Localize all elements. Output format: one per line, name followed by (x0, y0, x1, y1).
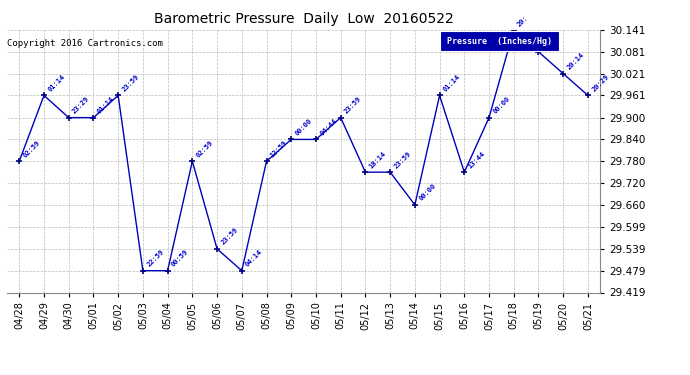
Text: 01:14: 01:14 (47, 74, 66, 93)
Text: 23:14: 23:14 (541, 30, 560, 49)
Text: 04:14: 04:14 (244, 249, 264, 268)
Text: 00:59: 00:59 (170, 249, 190, 268)
Text: 23:59: 23:59 (121, 74, 140, 93)
Text: 02:59: 02:59 (22, 139, 41, 159)
Text: Copyright 2016 Cartronics.com: Copyright 2016 Cartronics.com (7, 39, 163, 48)
Text: 01:14: 01:14 (96, 96, 115, 115)
Text: 02:59: 02:59 (195, 139, 215, 159)
Text: 18:14: 18:14 (368, 150, 388, 170)
Text: 00:00: 00:00 (492, 96, 511, 115)
Text: 23:29: 23:29 (72, 96, 91, 115)
Text: 20:29: 20:29 (591, 74, 610, 93)
Text: 23:59: 23:59 (220, 227, 239, 246)
Text: 00:00: 00:00 (417, 183, 437, 202)
Text: 20:14: 20:14 (566, 52, 585, 71)
Text: 13:44: 13:44 (467, 150, 486, 170)
Text: 00:00: 00:00 (294, 117, 313, 136)
Text: 23:59: 23:59 (393, 150, 412, 170)
Text: 04:44: 04:44 (319, 117, 338, 136)
Text: 22:59: 22:59 (146, 249, 165, 268)
Text: 23:59: 23:59 (344, 96, 363, 115)
Text: 20:: 20: (517, 14, 530, 27)
Text: 12:59: 12:59 (269, 139, 288, 159)
Title: Barometric Pressure  Daily  Low  20160522: Barometric Pressure Daily Low 20160522 (154, 12, 453, 26)
Text: 01:14: 01:14 (442, 74, 462, 93)
